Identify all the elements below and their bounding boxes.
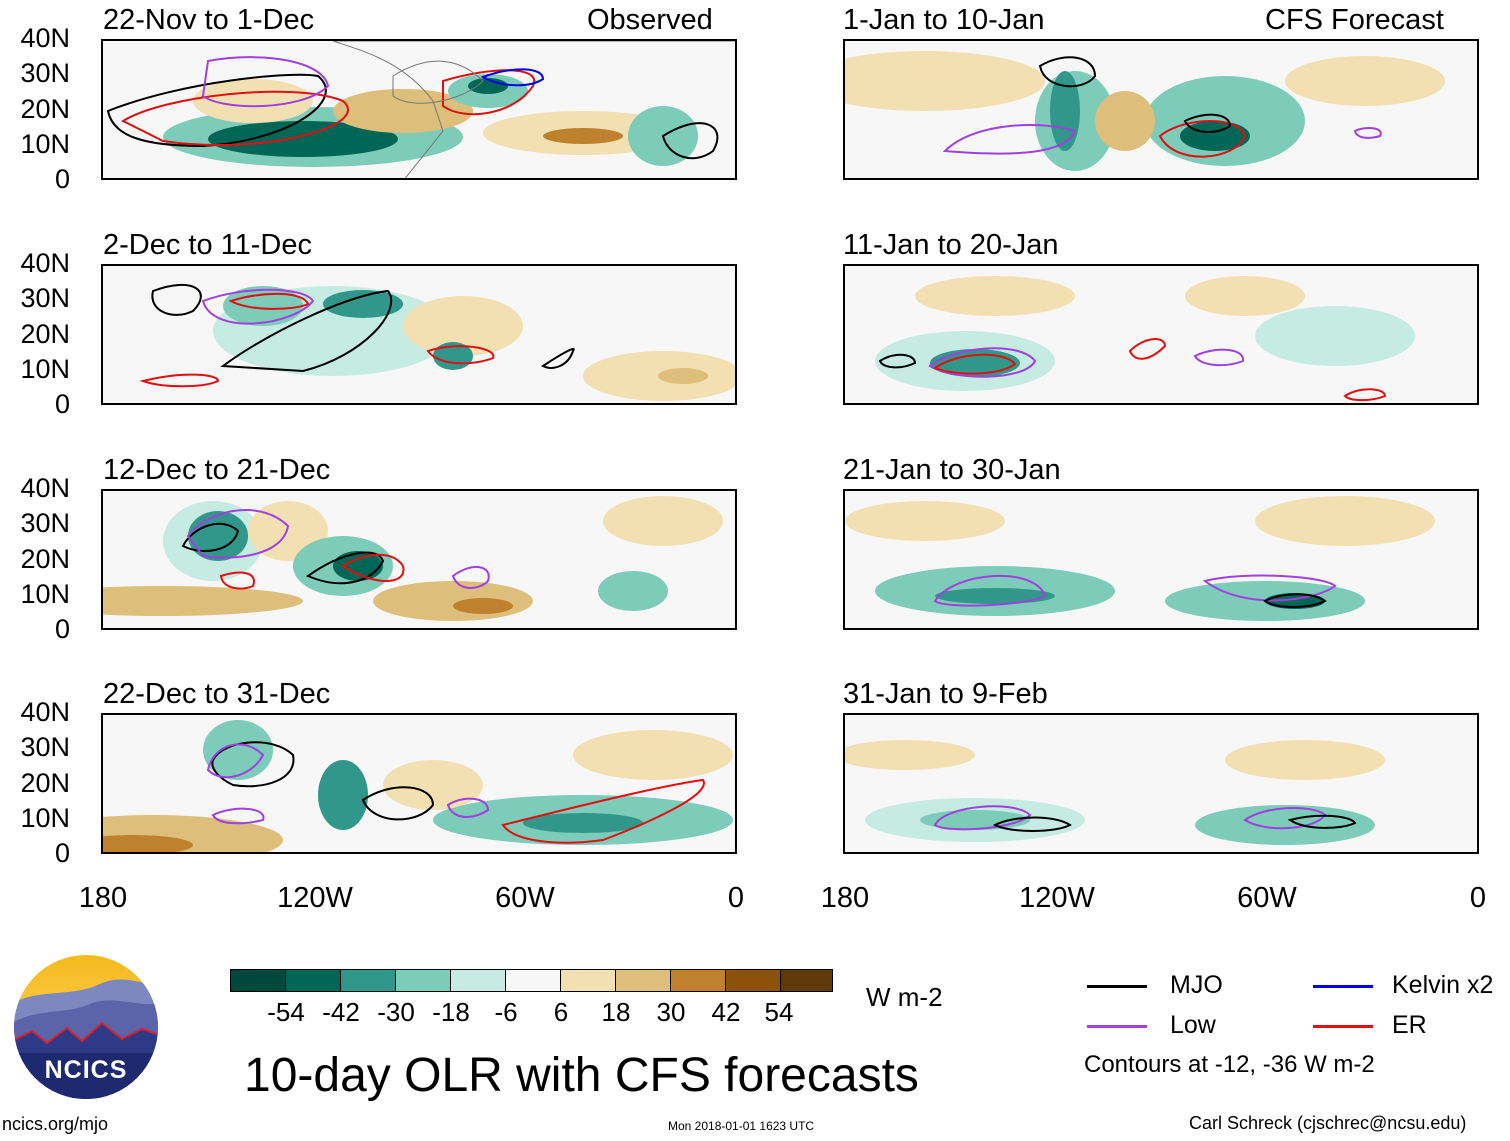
map-obs-1	[106, 41, 735, 178]
lat-label: 30N	[20, 58, 70, 88]
map-fc-4	[845, 740, 1385, 845]
panel-title-fc-4: 31-Jan to 9-Feb	[843, 678, 1048, 710]
panel-title-obs-4: 22-Dec to 31-Dec	[103, 678, 331, 710]
colorbar-swatch	[505, 969, 561, 992]
colorbar-label: -18	[432, 997, 470, 1027]
map-obs-2	[139, 283, 735, 401]
colorbar-label: -42	[322, 997, 360, 1027]
lat-label: 0	[54, 389, 70, 419]
lon-label: 180	[820, 882, 870, 914]
lon-label: 60W	[1237, 882, 1297, 914]
map-obs-4	[103, 720, 733, 852]
colorbar-swatch	[340, 969, 396, 992]
lat-label: 30N	[20, 732, 70, 762]
lat-label: 10N	[20, 803, 70, 833]
lat-label: 30N	[20, 283, 70, 313]
legend-label-mjo: MJO	[1170, 971, 1223, 999]
panel-tag-forecast: CFS Forecast	[1265, 4, 1444, 36]
lat-label: 0	[54, 164, 70, 194]
lon-label: 120W	[1019, 882, 1095, 914]
lat-label: 20N	[20, 319, 70, 349]
lat-label: 20N	[20, 544, 70, 574]
lat-label: 40N	[20, 248, 70, 278]
map-panel-obs-4	[101, 713, 737, 854]
colorbar-units: W m-2	[866, 982, 943, 1012]
colorbar-swatch	[285, 969, 341, 992]
colorbar-swatch	[230, 969, 286, 992]
colorbar-swatch	[450, 969, 506, 992]
map-fc-2	[875, 276, 1415, 402]
colorbar-label: 18	[601, 997, 631, 1027]
colorbar-label: 42	[711, 997, 741, 1027]
legend-label-kelvin: Kelvin x2	[1392, 971, 1494, 999]
footer-timestamp: Mon 2018-01-01 1623 UTC	[668, 1119, 815, 1133]
lat-label: 20N	[20, 94, 70, 124]
ncics-logo: NCICS	[12, 953, 160, 1101]
legend-label-er: ER	[1392, 1011, 1427, 1039]
lat-label: 40N	[20, 697, 70, 727]
colorbar-swatch	[725, 969, 781, 992]
panel-title-fc-3: 21-Jan to 30-Jan	[843, 454, 1061, 486]
legend-line-kelvin	[1313, 985, 1373, 988]
panel-tag-observed: Observed	[587, 4, 713, 36]
colorbar-swatch	[670, 969, 726, 992]
panel-title-fc-1: 1-Jan to 10-Jan	[843, 4, 1045, 36]
legend-line-mjo	[1087, 985, 1147, 988]
ncics-logo-graphic	[14, 955, 158, 1099]
lat-label: 30N	[20, 508, 70, 538]
panel-title-obs-3: 12-Dec to 21-Dec	[103, 454, 331, 486]
lon-label: 0	[1469, 882, 1487, 914]
lon-label: 0	[727, 882, 745, 914]
legend-note: Contours at -12, -36 W m-2	[1084, 1051, 1375, 1078]
lat-label: 40N	[20, 473, 70, 503]
lat-label: 20N	[20, 768, 70, 798]
map-fc-3	[845, 496, 1435, 621]
panel-title-obs-1: 22-Nov to 1-Dec	[103, 4, 315, 36]
legend-label-low: Low	[1170, 1011, 1216, 1039]
panel-title-obs-2: 2-Dec to 11-Dec	[103, 229, 312, 261]
map-panel-fc-4	[843, 713, 1479, 854]
lon-label: 180	[78, 882, 128, 914]
lat-label: 0	[54, 838, 70, 868]
map-obs-3	[103, 496, 723, 621]
colorbar-swatch	[780, 969, 833, 992]
map-fc-1	[845, 51, 1445, 171]
footer-site-link[interactable]: ncics.org/mjo	[2, 1114, 109, 1134]
map-panel-obs-1	[101, 39, 737, 180]
map-panel-obs-2	[101, 264, 737, 405]
lon-label: 120W	[277, 882, 353, 914]
main-title: 10-day OLR with CFS forecasts	[244, 1049, 919, 1102]
lat-label: 10N	[20, 354, 70, 384]
panel-title-fc-2: 11-Jan to 20-Jan	[843, 229, 1059, 261]
colorbar-label: 30	[656, 997, 686, 1027]
colorbar-swatch	[615, 969, 671, 992]
colorbar-swatch	[560, 969, 616, 992]
map-panel-obs-3	[101, 489, 737, 630]
lat-label: 0	[54, 614, 70, 644]
lat-label: 10N	[20, 129, 70, 159]
colorbar-label: -54	[267, 997, 305, 1027]
logo-text: NCICS	[44, 1056, 128, 1084]
lat-label: 10N	[20, 579, 70, 609]
colorbar-label: -6	[494, 997, 518, 1027]
colorbar-swatch	[395, 969, 451, 992]
map-panel-fc-3	[843, 489, 1479, 630]
lon-label: 60W	[495, 882, 555, 914]
legend-line-low	[1087, 1025, 1147, 1028]
map-panel-fc-2	[843, 264, 1479, 405]
map-panel-fc-1	[843, 39, 1479, 180]
legend-line-er	[1313, 1025, 1373, 1028]
colorbar-label: -30	[377, 997, 415, 1027]
lat-label: 40N	[20, 23, 70, 53]
colorbar-label: 54	[764, 997, 794, 1027]
colorbar-label: 6	[553, 997, 569, 1027]
footer-author: Carl Schreck (cjschrec@ncsu.edu)	[1189, 1113, 1467, 1133]
